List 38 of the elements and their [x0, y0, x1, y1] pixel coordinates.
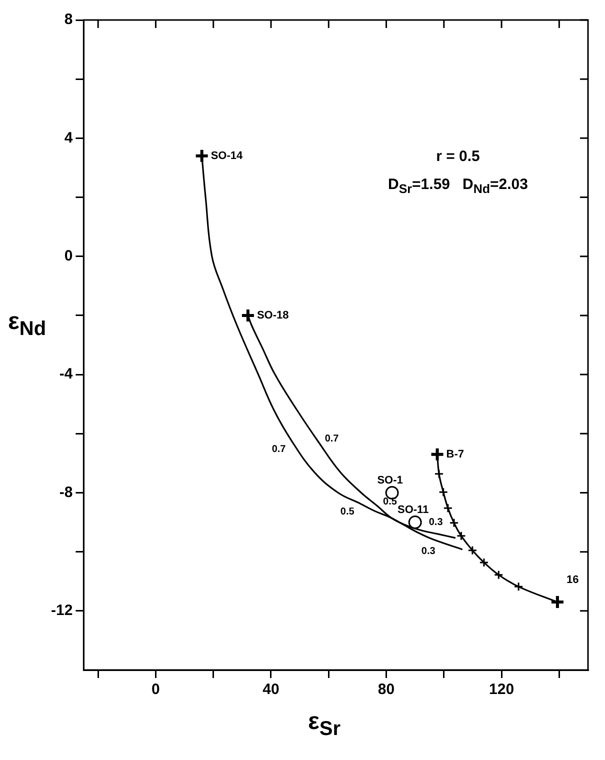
point	[449, 518, 459, 528]
y-tick-label: 4	[64, 129, 74, 146]
y-tick-label: 0	[64, 248, 73, 265]
series-label: SO-14	[210, 150, 244, 162]
annotation: 0.3	[421, 546, 436, 557]
x-tick-label: 0	[152, 681, 160, 698]
y-axis-title: ε$_{Nd}$	[8, 308, 46, 341]
point	[494, 570, 504, 580]
point	[408, 516, 422, 530]
series-label: SO-11	[397, 504, 429, 516]
point	[479, 558, 489, 568]
annotation: 0.3	[428, 517, 444, 528]
annotation: 0.7	[272, 444, 286, 455]
annotation: 0.5	[340, 506, 355, 518]
x-tick-label: 40	[262, 681, 280, 698]
x-axis-title: ε$_{Sr}$	[308, 708, 341, 741]
point	[443, 503, 453, 513]
series-label: B-7	[446, 448, 464, 460]
point	[194, 148, 210, 164]
point	[430, 446, 445, 462]
point	[550, 594, 565, 610]
y-tick-label: 8	[64, 11, 73, 28]
x-tick-label: 120	[489, 681, 514, 698]
point	[240, 308, 256, 323]
annotation: D$_{Sr}$=1.59 D$_{Nd}$=2.03	[388, 175, 528, 198]
annotation: 0.7	[324, 433, 340, 444]
y-tick-label: -12	[50, 602, 73, 620]
series-label: 16	[566, 574, 579, 586]
point	[434, 469, 444, 479]
y-tick-label: -8	[59, 484, 73, 501]
point	[514, 582, 524, 592]
x-tick-label: 80	[378, 681, 395, 698]
point	[438, 487, 448, 497]
point	[468, 546, 478, 556]
series-label: SO-18	[256, 309, 289, 322]
annotation: r = 0.5	[435, 147, 481, 167]
y-tick-label: -4	[59, 366, 74, 383]
series-label: SO-1	[377, 474, 403, 486]
